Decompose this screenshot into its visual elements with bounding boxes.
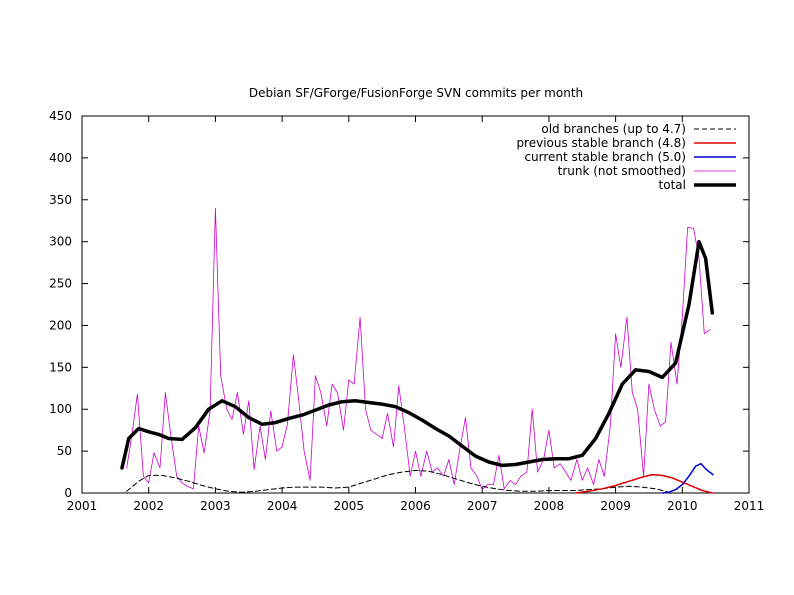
legend-label: total: [659, 178, 686, 192]
x-tick-label: 2009: [600, 499, 631, 513]
y-tick-label: 150: [49, 360, 72, 374]
series-line-4: [120, 239, 715, 470]
x-tick-label: 2003: [200, 499, 231, 513]
x-tick-label: 2006: [400, 499, 431, 513]
series-layer: [120, 207, 715, 494]
legend-label: current stable branch (5.0): [524, 150, 686, 164]
x-tick-label: 2001: [67, 499, 98, 513]
legend-label: previous stable branch (4.8): [516, 136, 686, 150]
y-tick-label: 350: [49, 193, 72, 207]
y-tick-label: 200: [49, 318, 72, 332]
x-tick-label: 2002: [133, 499, 164, 513]
legend-label: trunk (not smoothed): [558, 164, 686, 178]
y-tick-label: 100: [49, 402, 72, 416]
series-line-2: [661, 462, 714, 494]
x-tick-label: 2011: [734, 499, 765, 513]
y-tick-label: 450: [49, 109, 72, 123]
legend-label: old branches (up to 4.7): [541, 122, 686, 136]
chart-title: Debian SF/GForge/FusionForge SVN commits…: [249, 86, 583, 100]
x-tick-label: 2008: [534, 499, 565, 513]
y-tick-label: 50: [57, 444, 72, 458]
axes: 0 50 100 150 200 250 300 350 400 450 2001 2002 2003 2…: [49, 109, 764, 513]
series-line-3: [126, 207, 711, 491]
y-tick-label: 250: [49, 277, 72, 291]
y-tick-label: 400: [49, 151, 72, 165]
y-tick-label: 300: [49, 235, 72, 249]
series-line-1: [574, 473, 714, 494]
x-tick-label: 2005: [334, 499, 365, 513]
series-line-0: [126, 469, 670, 493]
y-tick-label: 0: [64, 486, 72, 500]
x-tick-label: 2004: [267, 499, 298, 513]
legend: old branches (up to 4.7)previous stable …: [516, 122, 736, 192]
x-tick-label: 2007: [467, 499, 498, 513]
x-tick-label: 2010: [667, 499, 698, 513]
